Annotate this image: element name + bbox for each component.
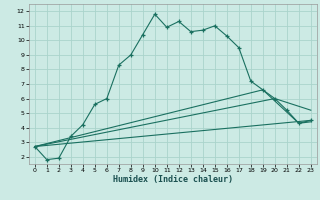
X-axis label: Humidex (Indice chaleur): Humidex (Indice chaleur)	[113, 175, 233, 184]
